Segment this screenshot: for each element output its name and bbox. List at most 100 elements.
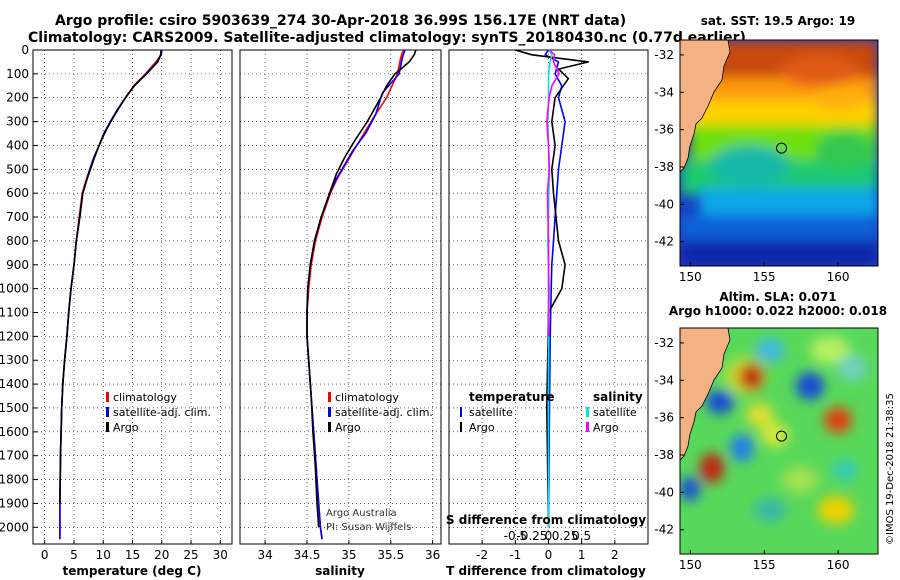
s-tick-label: -0.25 — [516, 529, 547, 543]
map-y-tick-label: -36 — [654, 123, 674, 137]
x-tick-label: 5 — [70, 548, 78, 562]
series-line-argo — [59, 49, 162, 504]
map-x-tick-label: 160 — [827, 270, 850, 284]
salinity-xlabel: salinity — [315, 564, 365, 578]
s-difference-label: S difference from climatology — [446, 513, 646, 527]
legend-swatch-t-argo — [460, 422, 462, 432]
legend-swatch-t-satellite — [460, 407, 462, 417]
depth-tick-label: 2000 — [0, 520, 29, 534]
title-line-2: Climatology: CARS2009. Satellite-adjuste… — [28, 30, 746, 46]
x-tick-label: 15 — [125, 548, 140, 562]
x-tick-label: 2 — [611, 548, 619, 562]
legend-t-argo: Argo — [469, 421, 495, 434]
temperature-series — [59, 49, 163, 540]
depth-tick-label: 300 — [6, 115, 29, 129]
temperature-x-axis: 0 5 10 15 20 25 30 — [41, 540, 228, 562]
imos-credit: ©IMOS 19-Dec-2018 21:38:35 — [885, 393, 896, 545]
series-line-salinity-argo — [545, 49, 560, 337]
map-y-tick-label: -40 — [654, 485, 674, 499]
salinity-grid — [240, 49, 441, 544]
depth-tick-label: 1900 — [0, 496, 29, 510]
title-line-1: Argo profile: csiro 5903639_274 30-Apr-2… — [55, 13, 626, 29]
x-tick-label: -1 — [509, 548, 521, 562]
depth-tick-label: 1700 — [0, 449, 29, 463]
legend-satellite: satellite-adj. clim. — [113, 406, 211, 419]
map-x-tick-label: 155 — [753, 558, 776, 572]
depth-tick-label: 600 — [6, 186, 29, 200]
depth-tick-label: 100 — [6, 67, 29, 81]
depth-tick-label: 1600 — [0, 425, 29, 439]
x-tick-label: 34 — [257, 548, 272, 562]
x-tick-label: 20 — [154, 548, 169, 562]
salinity-series — [306, 49, 417, 540]
x-tick-label: 35.5 — [377, 548, 404, 562]
x-tick-label: 10 — [96, 548, 111, 562]
depth-tick-label: 800 — [6, 234, 29, 248]
temperature-xlabel: temperature (deg C) — [63, 564, 202, 578]
legend-swatch-climatology — [328, 392, 331, 402]
legend-swatch-satellite — [106, 407, 109, 417]
difference-panel: -2 -1 0 1 2 T difference from climatology S … — [446, 49, 649, 578]
annotation-pi: PI: Susan Wijffels — [326, 522, 411, 533]
depth-tick-label: 1300 — [0, 353, 29, 367]
series-line-argo — [306, 49, 417, 528]
salinity-legend: climatology satellite-adj. clim. Argo — [328, 391, 433, 434]
sst-map-title: sat. SST: 19.5 Argo: 19 — [701, 14, 855, 28]
legend-s-satellite: satellite — [593, 406, 637, 419]
legend-argo: Argo — [335, 421, 361, 434]
depth-tick-label: 1800 — [0, 473, 29, 487]
depth-tick-label: 1000 — [0, 282, 29, 296]
map-x-tick-label: 150 — [679, 270, 702, 284]
t-difference-x-axis: -2 -1 0 1 2 — [476, 540, 619, 562]
map-y-tick-label: -36 — [654, 411, 674, 425]
map-y-tick-label: -42 — [654, 523, 674, 537]
temperature-panel: 0100200300400500600700800900100011001200… — [0, 43, 233, 578]
difference-series — [515, 49, 590, 528]
depth-tick-label: 1500 — [0, 401, 29, 415]
map-x-tick-label: 155 — [753, 270, 776, 284]
sst-argo-position-marker — [776, 142, 787, 154]
t-difference-xlabel: T difference from climatology — [446, 564, 646, 578]
s-tick-label: 0 — [545, 529, 553, 543]
map-y-tick-label: -32 — [654, 48, 674, 62]
sla-map-axes: 150 155 160 -32 -34 -36 -38 -40 -42 — [654, 336, 849, 572]
series-line-satellite-adj-clim- — [306, 49, 406, 540]
temperature-grid — [33, 49, 232, 544]
depth-tick-label: 1400 — [0, 377, 29, 391]
legend-argo: Argo — [113, 421, 139, 434]
map-y-tick-label: -42 — [654, 235, 674, 249]
legend-t-satellite: satellite — [469, 406, 513, 419]
series-line-satellite-adj-clim- — [59, 49, 163, 540]
depth-tick-label: 400 — [6, 138, 29, 152]
salinity-panel: 34 34.5 35 35.5 36 salinity climatology sate… — [239, 49, 442, 578]
map-y-tick-label: -32 — [654, 336, 674, 350]
x-tick-label: 36 — [425, 548, 440, 562]
legend-satellite: satellite-adj. clim. — [335, 406, 433, 419]
legend-s-argo: Argo — [593, 421, 619, 434]
sst-map-axes: 150 155 160 -32 -34 -36 -38 -40 -42 — [654, 48, 849, 284]
x-tick-label: 0 — [41, 548, 49, 562]
legend-swatch-s-argo — [586, 422, 589, 432]
x-tick-label: 1 — [578, 548, 586, 562]
sla-map-title: Altim. SLA: 0.071 — [719, 290, 836, 304]
legend-climatology: climatology — [113, 391, 177, 404]
series-line-temperature-satellite — [544, 49, 566, 528]
x-tick-label: 25 — [183, 548, 198, 562]
legend-climatology: climatology — [335, 391, 399, 404]
sst-map: sat. SST: 19.5 Argo: 19 150 155 160-32-34- — [654, 14, 879, 284]
map-y-tick-label: -34 — [654, 373, 674, 387]
difference-legend: temperature satellite Argo salinity sate… — [460, 390, 643, 434]
depth-tick-label: 0 — [21, 43, 29, 57]
temperature-legend: climatology satellite-adj. clim. Argo — [106, 391, 211, 434]
legend-salinity-title: salinity — [593, 390, 643, 404]
legend-swatch-argo — [328, 422, 331, 432]
series-line-climatology — [59, 49, 163, 540]
x-tick-label: 35 — [341, 548, 356, 562]
map-x-tick-label: 160 — [827, 558, 850, 572]
depth-tick-label: 500 — [6, 162, 29, 176]
legend-swatch-satellite — [328, 407, 331, 417]
map-x-tick-label: 150 — [679, 558, 702, 572]
depth-tick-label: 200 — [6, 91, 29, 105]
sla-map: Altim. SLA: 0.071 Argo h1000: 0.022 h200… — [654, 290, 887, 572]
sla-argo-position-marker — [776, 430, 787, 442]
